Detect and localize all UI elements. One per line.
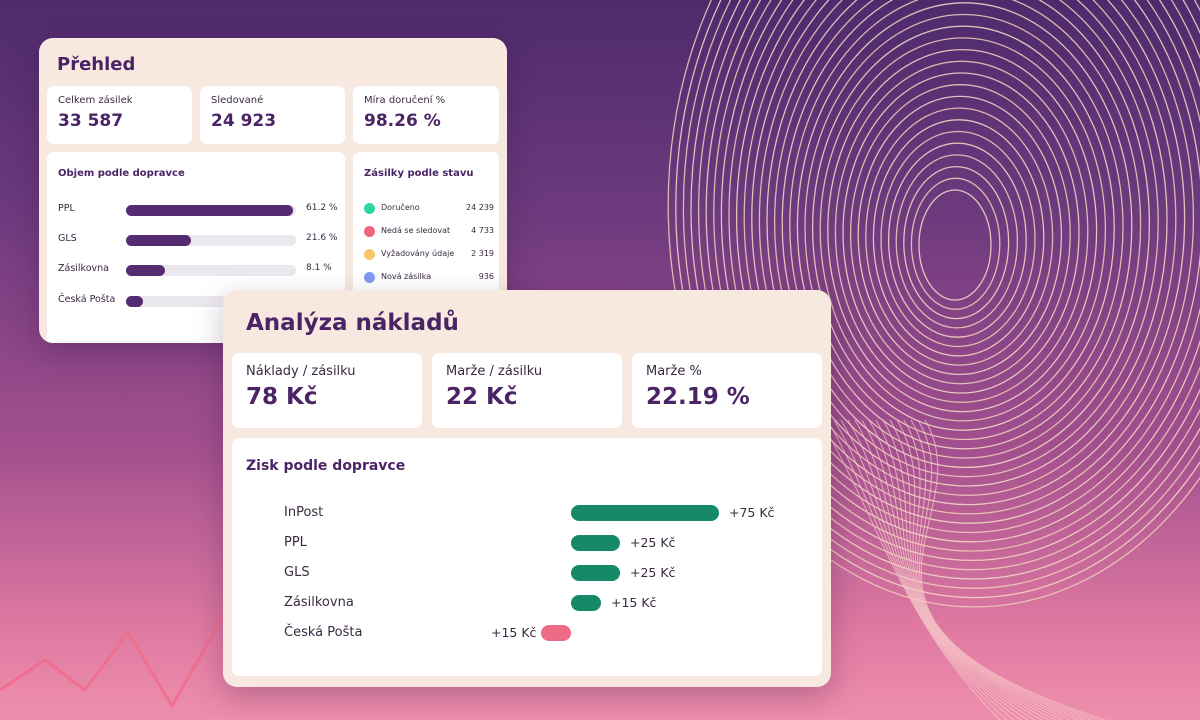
status-dot-icon <box>364 272 375 283</box>
profit-by-carrier-panel: Zisk podle dopravce InPost +75 Kč PPL +25 K… <box>232 438 822 676</box>
kpi-value: 98.26 % <box>364 111 441 131</box>
volume-percent: 21.6 % <box>306 233 338 243</box>
profit-value-label: +25 Kč <box>630 535 676 550</box>
kpi-cost-per-shipment: Náklady / zásilku 78 Kč <box>232 353 422 428</box>
overview-title: Přehled <box>57 54 136 75</box>
profit-row: Česká Pošta +15 Kč <box>232 622 822 644</box>
kpi-label: Celkem zásilek <box>58 95 133 106</box>
status-count: 2 319 <box>471 249 494 258</box>
kpi-value: 78 Kč <box>246 384 318 410</box>
carrier-name: Česká Pošta <box>58 294 116 305</box>
carrier-volume-panel: Objem podle dopravce PPL 61.2 % GLS 21.6 % Z… <box>47 152 345 343</box>
status-dot-icon <box>364 226 375 237</box>
kpi-value: 24 923 <box>211 111 277 131</box>
volume-bar-track <box>126 235 296 246</box>
volume-percent: 61.2 % <box>306 203 338 213</box>
status-row: Nová zásilka 936 <box>364 271 494 285</box>
carrier-name: GLS <box>284 565 310 580</box>
kpi-margin-per-shipment: Marže / zásilku 22 Kč <box>432 353 622 428</box>
status-name: Vyžadovány údaje <box>381 249 455 258</box>
carrier-name: Zásilkovna <box>58 263 109 274</box>
status-name: Doručeno <box>381 203 420 212</box>
kpi-label: Marže / zásilku <box>446 364 543 379</box>
status-dot-icon <box>364 249 375 260</box>
profit-value-label: +15 Kč <box>611 595 657 610</box>
carrier-name: PPL <box>58 203 75 214</box>
status-row: Vyžadovány údaje 2 319 <box>364 248 494 262</box>
profit-value-label: +25 Kč <box>630 565 676 580</box>
decorative-line-graph <box>0 617 224 708</box>
kpi-total-shipments: Celkem zásilek 33 587 <box>47 86 192 144</box>
profit-value-label: +15 Kč <box>491 625 537 640</box>
status-name: Nová zásilka <box>381 272 432 281</box>
volume-bar-track <box>126 265 296 276</box>
profit-row: InPost +75 Kč <box>232 502 822 524</box>
volume-bar <box>126 205 293 216</box>
profit-bar <box>541 625 571 641</box>
cost-analysis-title: Analýza nákladů <box>246 310 459 336</box>
profit-bar <box>571 565 620 581</box>
volume-percent: 8.1 % <box>306 263 332 273</box>
status-row: Doručeno 24 239 <box>364 202 494 216</box>
volume-bar-track <box>126 296 296 307</box>
kpi-tracked: Sledované 24 923 <box>200 86 345 144</box>
cost-analysis-card: Analýza nákladů Náklady / zásilku 78 Kč … <box>223 290 831 687</box>
kpi-value: 33 587 <box>58 111 124 131</box>
carrier-volume-row: GLS 21.6 % <box>58 232 358 248</box>
profit-row: PPL +25 Kč <box>232 532 822 554</box>
status-count: 24 239 <box>466 203 494 212</box>
status-count: 936 <box>478 272 494 281</box>
kpi-margin-percent: Marže % 22.19 % <box>632 353 822 428</box>
profit-by-carrier-title: Zisk podle dopravce <box>246 458 406 474</box>
decorative-spiral-lines <box>667 0 1200 720</box>
kpi-label: Marže % <box>646 364 702 379</box>
kpi-delivery-rate: Míra doručení % 98.26 % <box>353 86 499 144</box>
profit-bar <box>571 505 719 521</box>
profit-row: GLS +25 Kč <box>232 562 822 584</box>
volume-bar <box>126 296 143 307</box>
status-dot-icon <box>364 203 375 214</box>
kpi-label: Sledované <box>211 95 264 106</box>
status-name: Nedá se sledovat <box>381 226 451 235</box>
kpi-value: 22 Kč <box>446 384 518 410</box>
profit-row: Zásilkovna +15 Kč <box>232 592 822 614</box>
kpi-label: Míra doručení % <box>364 95 446 106</box>
carrier-name: Zásilkovna <box>284 595 354 610</box>
status-count: 4 733 <box>471 226 494 235</box>
carrier-name: InPost <box>284 505 324 520</box>
volume-bar <box>126 265 165 276</box>
status-row: Nedá se sledovat 4 733 <box>364 225 494 239</box>
carrier-volume-row: Zásilkovna 8.1 % <box>58 262 358 278</box>
kpi-value: 22.19 % <box>646 384 750 410</box>
carrier-volume-row: Česká Pošta <box>58 293 358 309</box>
carrier-name: Česká Pošta <box>284 625 363 640</box>
carrier-name: GLS <box>58 233 77 244</box>
profit-value-label: +75 Kč <box>729 505 775 520</box>
profit-bar <box>571 595 601 611</box>
kpi-label: Náklady / zásilku <box>246 364 356 379</box>
status-title: Zásilky podle stavu <box>364 168 474 179</box>
carrier-volume-row: PPL 61.2 % <box>58 202 358 218</box>
carrier-volume-title: Objem podle dopravce <box>58 168 185 179</box>
profit-bar <box>571 535 620 551</box>
volume-bar <box>126 235 191 246</box>
carrier-name: PPL <box>284 535 307 550</box>
